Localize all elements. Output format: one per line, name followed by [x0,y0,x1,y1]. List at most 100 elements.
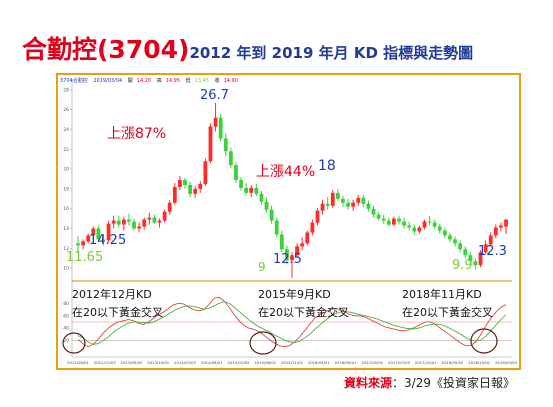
annotation-12-3: 12.3 [478,244,507,259]
candle-body [407,225,412,228]
candle-body [386,220,391,225]
candle-body [218,117,223,139]
candle-body [463,249,468,256]
source-text: ：3/29《投資家日報》 [392,376,515,390]
header-date: 2019/03/04 [93,78,123,84]
candle-body [310,222,315,233]
chart-frame: 10 12 14 16 18 20 22 24 26 28 20 40 60 80 2012/08/01 20… [56,73,521,370]
chart-header: 3704合勤控 2019/03/04 開 14.20 高 14.95 低 13.45 … [60,77,242,84]
candle-body [96,228,101,240]
candle-body [320,203,325,211]
price-tick-label: 28 [63,87,69,93]
candle-body [442,230,447,236]
candle-body [91,228,96,236]
price-tick-label: 26 [63,107,69,113]
price-tick-label: 18 [63,186,69,192]
kd-tick-label: 20 [63,338,69,344]
annotation-peak-18: 18 [318,158,336,174]
candle-body [335,192,340,199]
x-tick-label: 2013/05/02 [121,360,143,365]
candle-body [325,203,330,206]
x-tick-label: 2014/03/03 [174,360,196,365]
candle-body [183,180,187,185]
x-tick-label: 2017/12/01 [415,360,437,365]
candle-body [417,227,422,232]
candle-body [330,192,335,206]
candle-body [188,184,192,194]
candle-body [412,227,417,232]
x-tick-label: 2016/04/01 [308,360,330,365]
candle-body [223,138,228,152]
x-tick-label: 2019/03/04 [495,360,517,365]
header-low: 13.45 [194,78,209,84]
price-tick-label: 22 [63,147,69,153]
header-low-label: 低 [185,78,191,84]
candle-body [142,219,147,227]
source-label: 資料來源 [344,376,393,390]
candle-body [427,221,432,223]
kd-note-2015-title: 2015年9月KD [258,288,331,301]
candle-body [366,203,371,209]
header-close-label: 收 [214,78,220,84]
kd-tick-label: 60 [63,313,69,319]
x-tick-label: 2012/08/01 [67,360,89,365]
annotation-up87: 上漲87% [107,126,167,142]
kd-note-2018-desc: 在20以下黃金交叉 [402,306,493,319]
candle-body [81,241,85,246]
candle-body [121,219,126,225]
candle-body [371,208,376,215]
x-tick-label: 2015/11/02 [281,360,303,365]
header-open: 14.20 [136,78,152,84]
candle-body [397,218,401,222]
candle-body [162,211,167,221]
candle-body [86,235,91,242]
candle-body [483,244,488,253]
header-open-label: 開 [127,78,133,84]
candle-body [137,226,142,229]
candle-body [285,249,289,261]
candle-body [178,180,182,187]
candle-body [295,246,299,256]
price-tick-label: 10 [63,266,69,272]
candle-body [504,219,508,227]
candle-body [305,232,310,244]
price-tick-label: 16 [63,206,69,212]
candle-body [493,227,498,236]
candle-body [392,218,396,225]
annotation-14-25: 14.25 [89,233,127,248]
candle-body [422,221,427,228]
price-tick-label: 12 [63,246,69,252]
candle-body [198,183,203,189]
candle-body [152,217,157,223]
candle-body [473,261,478,266]
candle-body [111,220,116,224]
candle-body [381,218,386,221]
annotation-up44: 上漲44% [256,164,316,180]
candle-body [244,187,249,193]
candle-body [274,220,279,235]
candle-body [259,193,264,202]
candle-body [234,165,238,181]
candle-body [127,219,131,222]
annotation-peak-26-7: 26.7 [200,88,229,103]
x-tick-label: 2013/10/01 [147,360,169,365]
header-high: 14.95 [165,78,181,84]
candle-body [157,220,162,223]
candle-body [351,202,356,207]
candle-body [239,180,243,188]
candle-body [264,201,269,210]
stock-chart: 10 12 14 16 18 20 22 24 26 28 20 40 60 80 2012/08/01 20… [62,79,518,365]
candle-body [458,243,463,250]
header-high-label: 高 [156,78,162,84]
candle-body [432,222,437,227]
x-tick-label: 2016/09/01 [335,360,357,365]
candle-body [315,210,320,223]
candle-body [116,220,121,225]
x-tick-label: 2018/05/02 [442,360,464,365]
candle-body [203,161,208,184]
crossover-circle [62,332,86,354]
candle-body [167,202,172,212]
price-tick-label: 14 [63,226,69,232]
kd-note-2015-desc: 在20以下黃金交叉 [258,306,349,319]
kd-note-2018-title: 2018年11月KD [402,288,482,301]
